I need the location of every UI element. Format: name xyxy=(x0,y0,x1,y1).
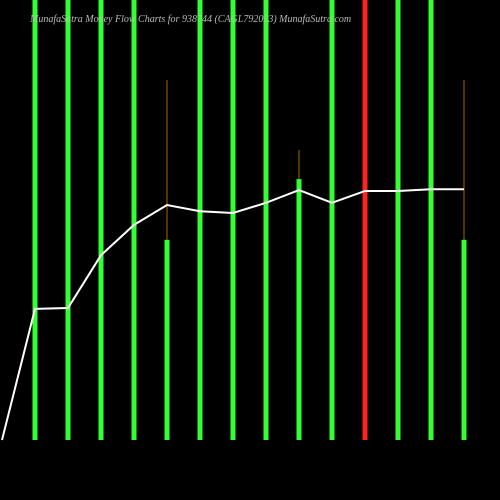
bar xyxy=(32,0,38,440)
bar xyxy=(131,0,137,440)
bar xyxy=(329,0,335,440)
bar xyxy=(164,239,170,440)
bar xyxy=(461,239,467,440)
bar xyxy=(230,0,236,440)
bar xyxy=(197,0,203,440)
flow-line xyxy=(1,188,464,441)
bar xyxy=(65,0,71,440)
chart-title: MunafaSutra Money Flow Charts for 938744… xyxy=(29,14,351,25)
bar xyxy=(395,0,401,440)
bar xyxy=(428,0,434,440)
bar xyxy=(362,0,368,440)
bar xyxy=(98,0,104,440)
bar xyxy=(263,0,269,440)
bar xyxy=(296,179,302,440)
